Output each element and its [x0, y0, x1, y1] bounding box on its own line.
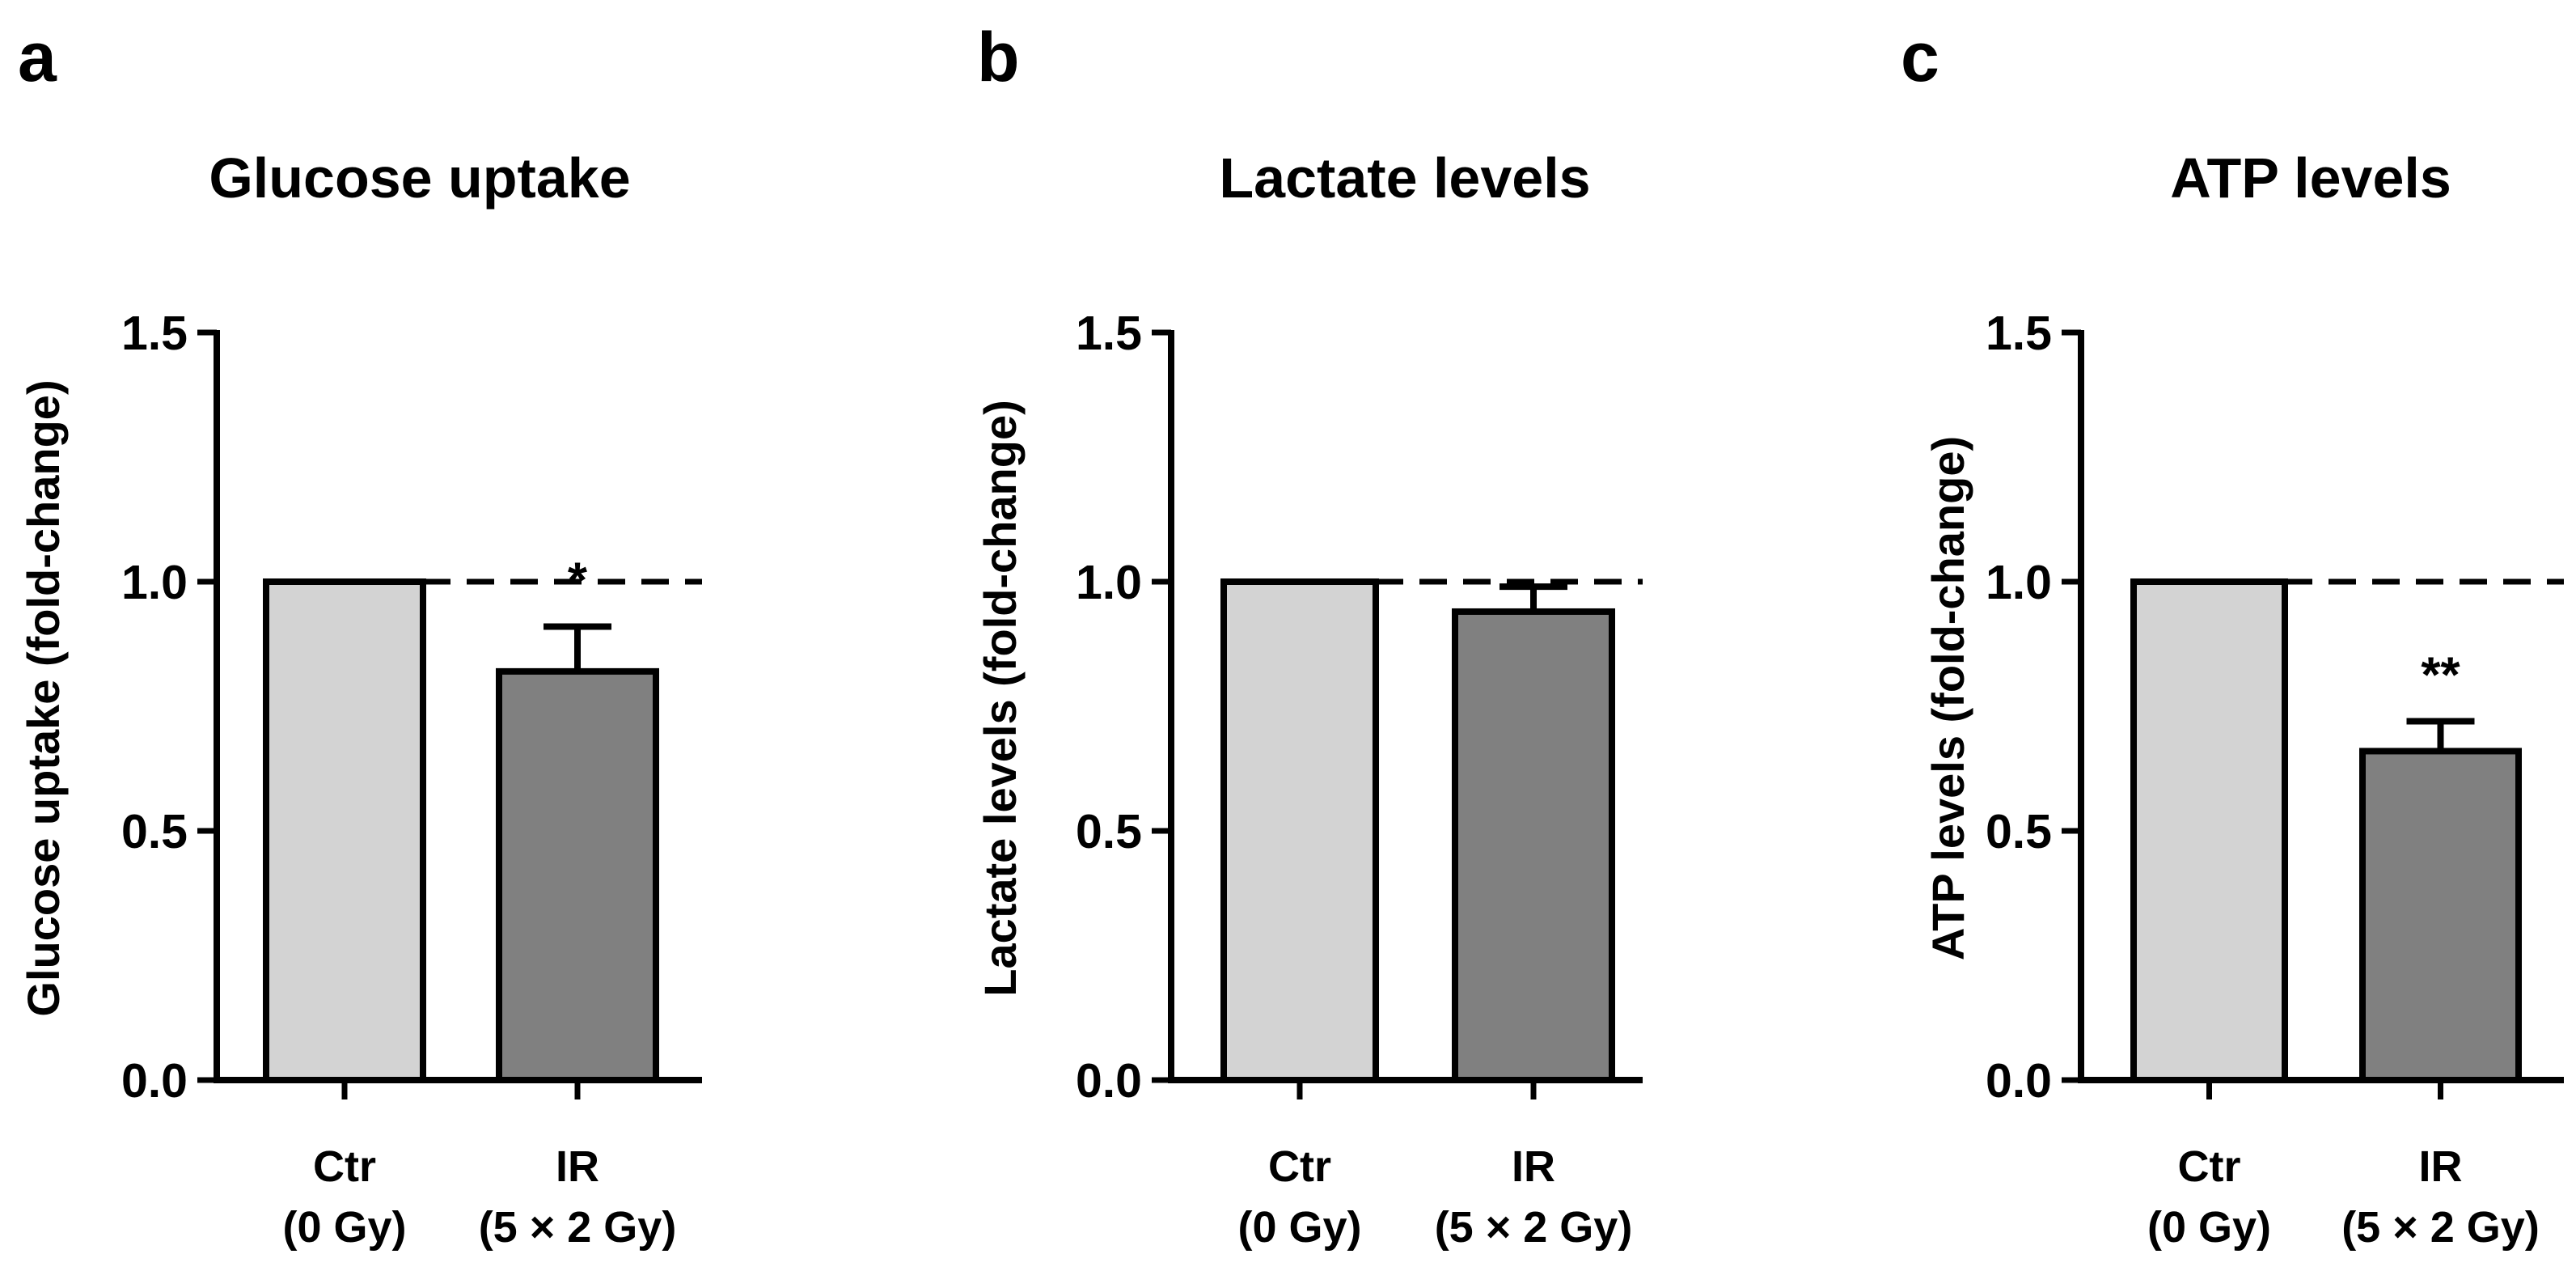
- bar-a-0: [263, 578, 426, 1083]
- y-tick-label-c-1: 0.5: [1986, 805, 2052, 858]
- category-sublabel-a-0: (0 Gy): [282, 1203, 406, 1252]
- category-sublabel-c-1: (5 × 2 Gy): [2341, 1203, 2540, 1252]
- panel-letter-c: c: [1901, 19, 1939, 96]
- y-tick-label-c-2: 1.0: [1986, 556, 2052, 609]
- panel-letter-a: a: [18, 19, 57, 96]
- category-label-c-1: IR: [2419, 1142, 2463, 1191]
- bar-c-0: [2130, 578, 2288, 1083]
- category-label-b-1: IR: [1512, 1142, 1555, 1191]
- plot-area-b: Ctr (0 Gy) IR (5 × 2 Gy) 0.0 0.5 1.0 1.5: [1076, 307, 1643, 1252]
- significance-c-1: **: [2421, 647, 2460, 703]
- y-tick-label-b-1: 0.5: [1076, 805, 1142, 858]
- y-tick-label-a-1: 0.5: [121, 805, 188, 858]
- bar-b-0: [1220, 578, 1379, 1083]
- chart-title-b: Lactate levels: [1219, 146, 1590, 210]
- y-tick-label-b-0: 0.0: [1076, 1054, 1142, 1108]
- plot-area-a: Ctr(0 Gy)*IR(5 × 2 Gy)0.00.51.01.5: [121, 307, 702, 1252]
- y-axis-title-a: Glucose uptake (fold-change): [18, 379, 69, 1016]
- category-label-b-0: Ctr: [1268, 1142, 1331, 1191]
- plot-area-c: Ctr (0 Gy) ** IR (5 × 2 Gy) 0.0 0.5 1.0 1.5: [1986, 307, 2564, 1252]
- panel-b: b Lactate levels Lactate levels (fold-ch…: [975, 19, 1643, 1252]
- y-axis-title-c: ATP levels (fold-change): [1922, 436, 1973, 960]
- chart-title-c: ATP levels: [2170, 146, 2451, 210]
- bar-c-1: [2359, 748, 2522, 1083]
- category-sublabel-b-1: (5 × 2 Gy): [1435, 1203, 1633, 1252]
- category-sublabel-b-0: (0 Gy): [1237, 1203, 1361, 1252]
- y-tick-label-a-2: 1.0: [121, 556, 188, 609]
- category-label-a-0: Ctr: [313, 1142, 376, 1191]
- category-sublabel-a-1: (5 × 2 Gy): [479, 1203, 677, 1252]
- y-tick-label-b-3: 1.5: [1076, 307, 1142, 360]
- y-tick-label-b-2: 1.0: [1076, 556, 1142, 609]
- y-tick-label-a-3: 1.5: [121, 307, 188, 360]
- y-axis-title-b: Lactate levels (fold-change): [975, 400, 1026, 997]
- panel-c: c ATP levels ATP levels (fold-change) Ct…: [1901, 19, 2564, 1252]
- chart-title-a: Glucose uptake: [209, 146, 630, 210]
- y-tick-label-c-0: 0.0: [1986, 1054, 2052, 1108]
- category-sublabel-c-0: (0 Gy): [2147, 1203, 2271, 1252]
- bar-b-1: [1452, 608, 1615, 1083]
- y-tick-label-a-0: 0.0: [121, 1054, 188, 1108]
- category-label-c-0: Ctr: [2178, 1142, 2241, 1191]
- panel-letter-b: b: [977, 19, 1020, 96]
- y-tick-label-c-3: 1.5: [1986, 307, 2052, 360]
- category-label-a-1: IR: [556, 1142, 599, 1191]
- bar-a-1: [496, 667, 659, 1083]
- panel-a: a Glucose uptake Glucose uptake (fold-ch…: [18, 19, 702, 1252]
